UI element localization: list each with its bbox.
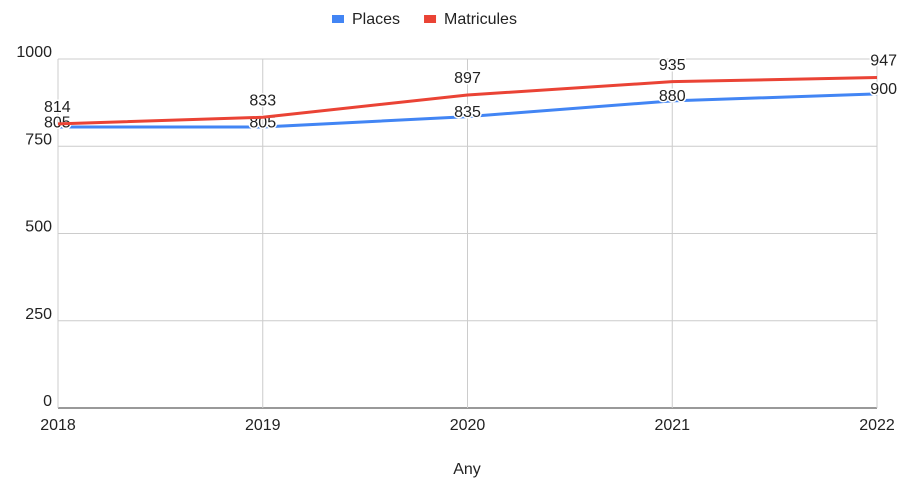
x-tick-label: 2021 xyxy=(654,417,690,434)
data-label: 880 xyxy=(659,88,686,105)
legend-label: Matricules xyxy=(444,11,517,28)
line xyxy=(58,92,878,129)
y-tick-label: 0 xyxy=(43,393,52,410)
data-label: 947 xyxy=(870,53,897,70)
x-tick-label: 2018 xyxy=(40,417,76,434)
y-tick-label: 1000 xyxy=(16,44,52,61)
legend-swatch xyxy=(424,15,437,23)
line xyxy=(57,75,878,126)
data-label: 900 xyxy=(870,81,897,98)
y-tick-label: 750 xyxy=(25,131,52,148)
legend-swatch xyxy=(332,15,344,23)
data-label: 814 xyxy=(44,99,71,116)
data-label: 897 xyxy=(454,70,481,87)
y-tick-label: 250 xyxy=(25,306,52,323)
data-label: 835 xyxy=(454,104,481,121)
y-tick-label: 500 xyxy=(25,219,52,236)
x-axis-label: Any xyxy=(453,461,481,478)
x-tick-label: 2022 xyxy=(859,417,895,434)
x-tick-label: 2020 xyxy=(450,417,486,434)
data-label: 833 xyxy=(249,93,276,110)
data-label: 805 xyxy=(44,114,71,131)
data-label: 935 xyxy=(659,57,686,74)
legend-label: Places xyxy=(352,11,400,28)
x-tick-label: 2019 xyxy=(245,417,281,434)
